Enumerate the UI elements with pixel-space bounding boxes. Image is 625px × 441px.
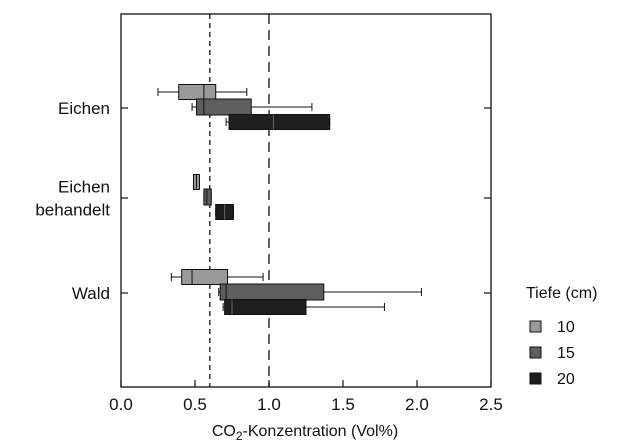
box-depth-10-group-1 xyxy=(193,174,200,190)
iqr-box xyxy=(195,98,252,116)
category-label-1: Eichen behandelt xyxy=(35,178,110,220)
box-depth-15-group-0 xyxy=(191,98,313,116)
plot-frame xyxy=(120,13,492,388)
legend-title: Tiefe (cm) xyxy=(526,285,597,302)
x-axis-title-subscript: 2 xyxy=(236,429,243,441)
legend-label-10: 10 xyxy=(557,319,575,336)
category-label-0: Eichen xyxy=(58,99,110,118)
x-axis-title-suffix: -Konzentration (Vol%) xyxy=(243,423,399,440)
legend-swatch-10 xyxy=(529,320,542,333)
y-axis: Eichen Eichen behandelt Wald xyxy=(35,99,491,303)
category-label-line: Wald xyxy=(72,284,110,303)
x-tick-label: 0.0 xyxy=(109,395,133,414)
x-tick-label: 1.5 xyxy=(331,395,355,414)
box-depth-20-group-1 xyxy=(215,204,234,220)
box-depth-20-group-0 xyxy=(225,114,331,130)
iqr-box xyxy=(181,269,229,285)
legend-entries: 10 15 20 xyxy=(529,319,575,388)
category-label-line: behandelt xyxy=(35,201,110,220)
x-tick-label: 2.0 xyxy=(405,395,429,414)
x-axis-title-prefix: CO xyxy=(212,423,236,440)
reference-lines xyxy=(209,14,270,387)
x-axis: 0.0 0.5 1.0 1.5 2.0 2.5 xyxy=(109,380,503,414)
box-plots xyxy=(157,84,422,315)
iqr-box xyxy=(178,84,217,100)
box-depth-10-group-2 xyxy=(170,269,264,285)
iqr-box xyxy=(219,283,325,301)
x-axis-title: CO2-Konzentration (Vol%) xyxy=(212,423,398,441)
legend-swatch-20 xyxy=(529,372,542,385)
box-depth-20-group-2 xyxy=(222,299,385,315)
x-tick-label: 0.5 xyxy=(183,395,207,414)
x-tick-label: 2.5 xyxy=(479,395,503,414)
box-depth-15-group-1 xyxy=(203,188,212,206)
legend-swatch-15 xyxy=(529,346,542,359)
x-tick-label: 1.0 xyxy=(257,395,281,414)
legend-label-20: 20 xyxy=(557,371,575,388)
iqr-box xyxy=(228,114,331,130)
box-depth-10-group-0 xyxy=(157,84,248,100)
legend: Tiefe (cm) 10 15 20 xyxy=(526,285,597,388)
iqr-box xyxy=(224,299,307,315)
category-label-line: Eichen xyxy=(58,178,110,197)
iqr-box xyxy=(203,188,212,206)
category-label-line: Eichen xyxy=(58,99,110,118)
category-label-2: Wald xyxy=(72,284,110,303)
box-depth-15-group-2 xyxy=(218,283,422,301)
legend-label-15: 15 xyxy=(557,345,575,362)
